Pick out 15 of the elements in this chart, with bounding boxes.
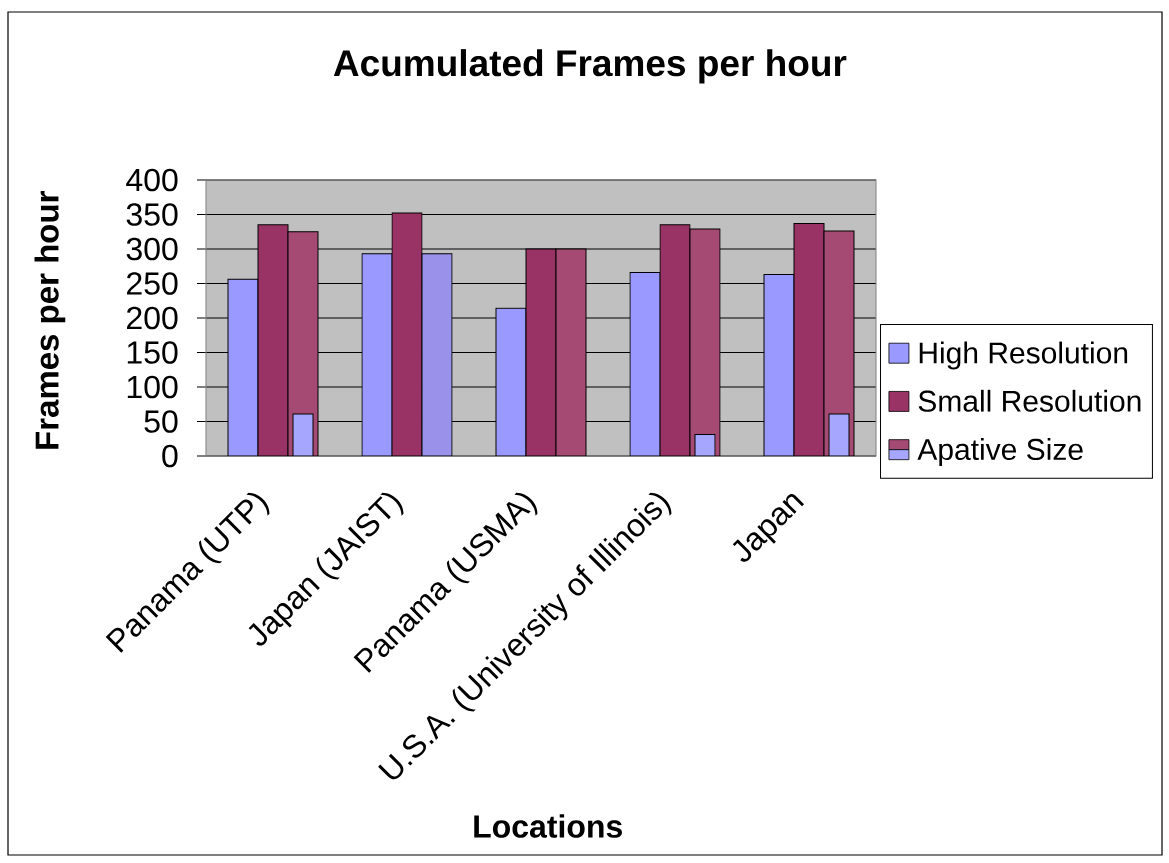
legend-label: Small Resolution bbox=[918, 389, 1141, 412]
chart-title: Acumulated Frames per hour bbox=[333, 49, 847, 84]
y-tick-label: 100 bbox=[127, 375, 178, 399]
y-tick-label: 0 bbox=[162, 444, 178, 468]
x-axis-title: Locations bbox=[474, 814, 622, 838]
y-tick-label: 150 bbox=[127, 341, 178, 364]
y-tick-label: 350 bbox=[126, 203, 178, 226]
y-tick-label: 400 bbox=[126, 168, 178, 192]
y-tick-label: 200 bbox=[127, 306, 178, 330]
y-axis-title: Frames per hour bbox=[34, 191, 66, 449]
y-tick-label: 300 bbox=[126, 237, 178, 261]
legend-label: High Resolution bbox=[919, 341, 1128, 370]
legend-label: Apative Size bbox=[917, 438, 1083, 467]
y-tick-label: 250 bbox=[127, 272, 178, 295]
y-tick-label: 50 bbox=[144, 410, 178, 433]
